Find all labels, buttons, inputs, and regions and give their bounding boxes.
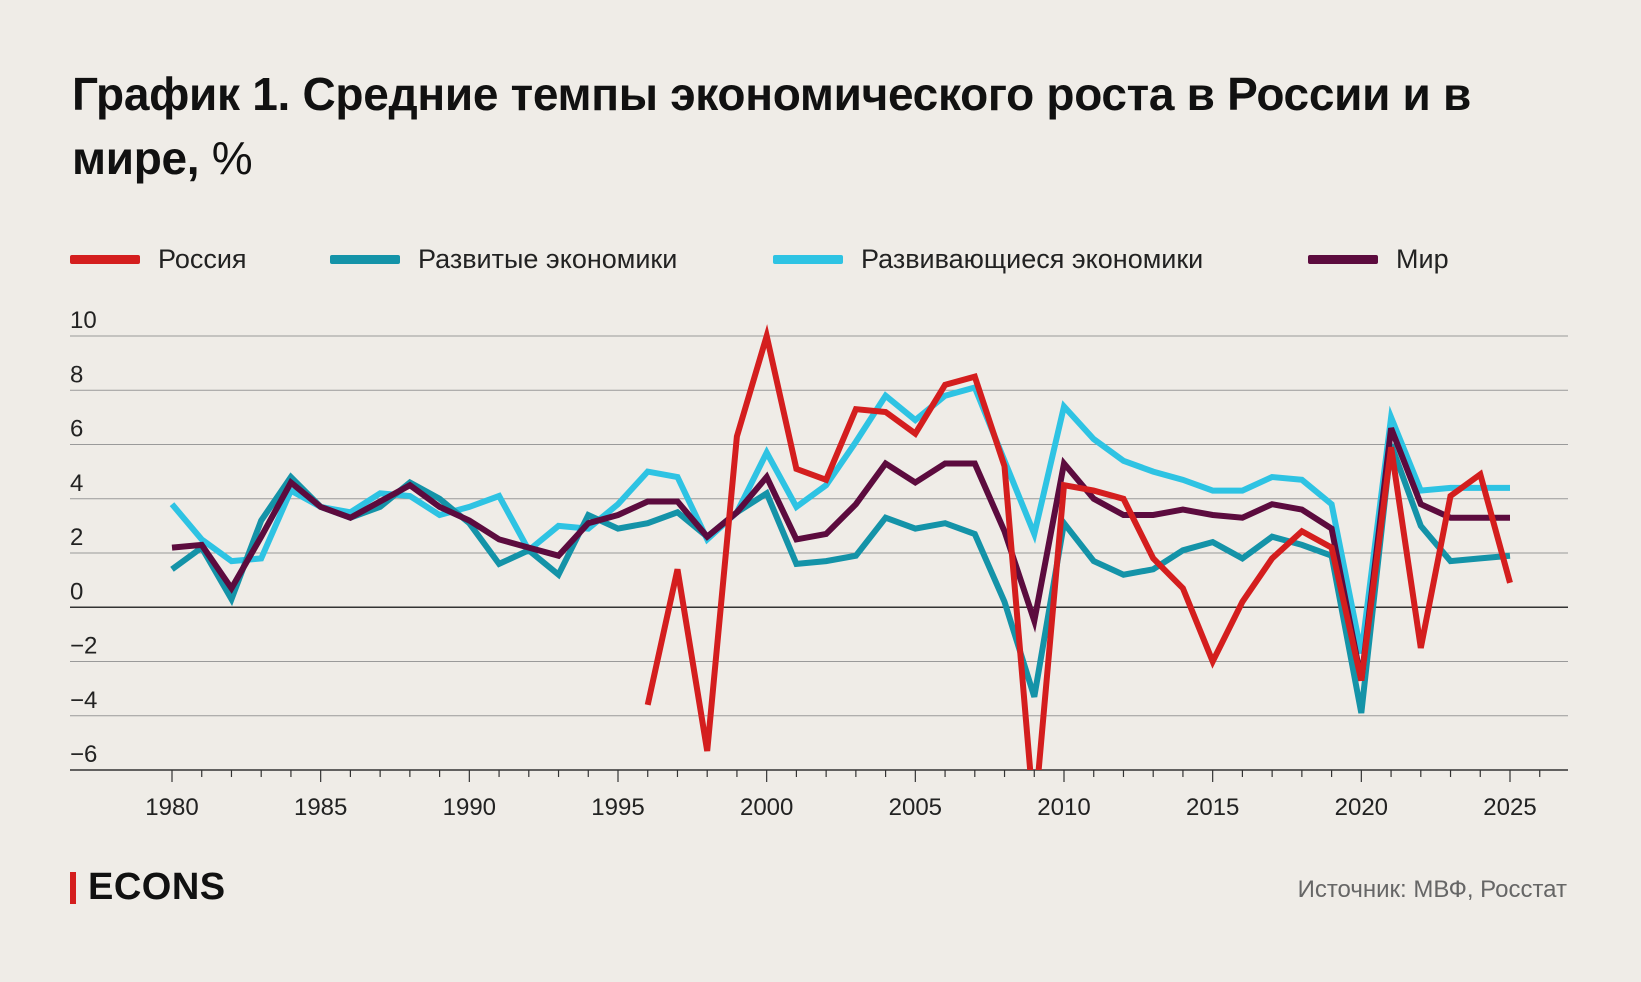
legend-label-world: Мир <box>1396 244 1449 274</box>
x-tick-label: 2025 <box>1483 794 1536 821</box>
x-tick-label: 2020 <box>1335 794 1388 821</box>
x-tick-label: 1990 <box>443 794 496 821</box>
y-tick-label: 2 <box>70 524 83 551</box>
x-tick-label: 1985 <box>294 794 347 821</box>
logo-text: ECONS <box>88 866 226 908</box>
y-tick-label: −4 <box>70 687 97 714</box>
x-tick-label: 2015 <box>1186 794 1239 821</box>
legend-item-advanced: Развитые экономики <box>330 244 677 275</box>
legend-swatch-advanced <box>330 255 400 264</box>
y-tick-label: 4 <box>70 470 83 497</box>
x-tick-label: 2010 <box>1037 794 1090 821</box>
econs-logo: ECONS <box>70 866 226 909</box>
x-tick-label: 2005 <box>889 794 942 821</box>
y-tick-label: −6 <box>70 741 97 768</box>
legend-swatch-russia <box>70 255 140 264</box>
x-tick-label: 1995 <box>591 794 644 821</box>
series-line-россия <box>644 324 1513 770</box>
x-tick-label: 2000 <box>740 794 793 821</box>
chart-title-text: График 1. Средние темпы экономического р… <box>72 68 1471 184</box>
y-tick-label: 8 <box>70 361 83 388</box>
legend-label-advanced: Развитые экономики <box>418 244 678 274</box>
chart-title-unit: % <box>211 132 253 184</box>
chart-title: График 1. Средние темпы экономического р… <box>72 62 1572 190</box>
legend-item-world: Мир <box>1308 244 1449 275</box>
legend: Россия Развитые экономики Развивающиеся … <box>0 244 1641 284</box>
x-tick-label: 1980 <box>145 794 198 821</box>
y-tick-label: 6 <box>70 416 83 443</box>
logo-accent-bar <box>70 871 76 904</box>
y-tick-label: 0 <box>70 578 83 605</box>
series-line-мир <box>171 427 1510 682</box>
source-note: Источник: МВФ, Росстат <box>1297 876 1567 903</box>
legend-item-russia: Россия <box>70 244 247 275</box>
series-lines <box>169 324 1513 770</box>
legend-swatch-world <box>1308 255 1378 264</box>
legend-label-emerging: Развивающиеся экономики <box>861 244 1204 274</box>
legend-swatch-emerging <box>773 255 843 264</box>
x-axis: 1980 1985 1990 1995 2000 2005 2010 2015 2020 2025 <box>70 769 1568 821</box>
y-tick-label: 10 <box>70 307 97 334</box>
y-tick-label: −2 <box>70 633 97 660</box>
legend-item-emerging: Развивающиеся экономики <box>773 244 1203 275</box>
legend-label-russia: Россия <box>158 244 247 274</box>
y-axis-labels: 10 8 6 4 2 0 −2 −4 −6 <box>70 307 97 768</box>
